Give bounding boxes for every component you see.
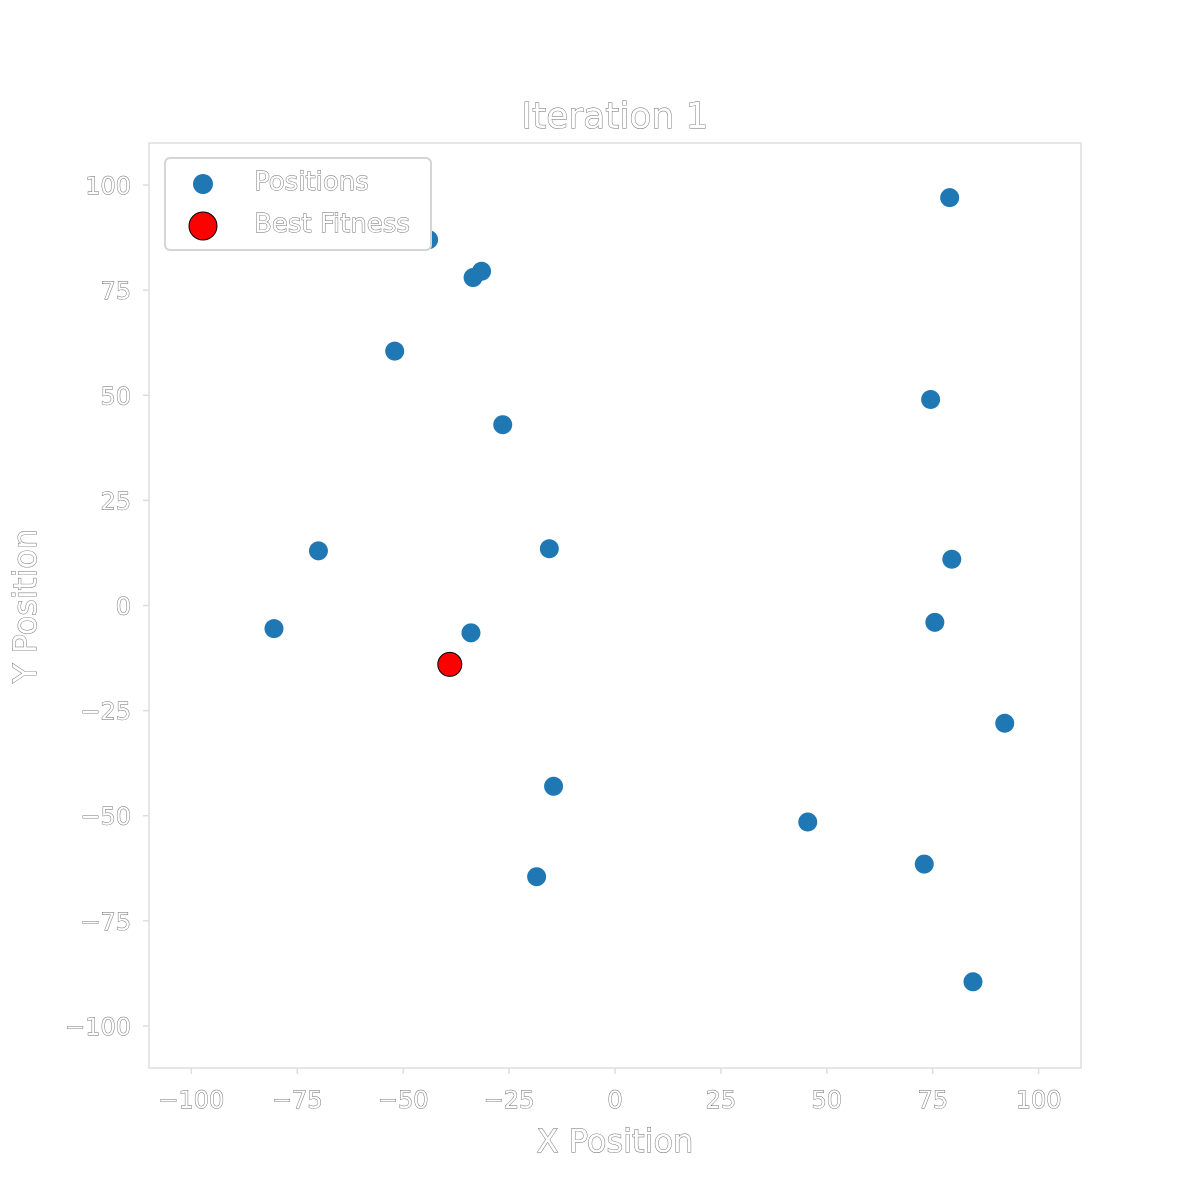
position-point xyxy=(995,713,1015,733)
position-point xyxy=(461,623,481,643)
position-point xyxy=(539,539,559,559)
x-tick-label: −25 xyxy=(484,1086,535,1114)
position-point xyxy=(921,389,941,409)
legend-label-best-fitness: Best Fitness xyxy=(254,209,410,239)
plot-area xyxy=(148,142,1082,1069)
x-tick-label: −50 xyxy=(378,1086,429,1114)
chart-title: Iteration 1 xyxy=(521,96,708,137)
position-point xyxy=(463,268,483,288)
y-tick-label: −50 xyxy=(80,803,131,831)
x-axis-label: X Position xyxy=(537,1122,694,1160)
x-tick-label: 25 xyxy=(706,1086,737,1114)
x-tick-label: −100 xyxy=(158,1086,224,1114)
position-point xyxy=(308,541,328,561)
y-tick-label: 75 xyxy=(100,277,131,305)
axis-ticks: −100 −75 −50 −25 0 25 50 75 100 100 75 50 25 0 −25 −50 −… xyxy=(65,172,1062,1115)
y-axis-label: Y Position xyxy=(6,529,44,684)
y-tick-label: −100 xyxy=(65,1013,131,1041)
position-point xyxy=(963,972,983,992)
y-tick-label: 25 xyxy=(100,487,131,515)
y-tick-label: −75 xyxy=(80,908,131,936)
y-tick-label: −25 xyxy=(80,698,131,726)
position-point xyxy=(385,341,405,361)
y-tick-label: 100 xyxy=(85,172,131,200)
y-tick-label: 0 xyxy=(116,593,131,621)
legend-label-positions: Positions xyxy=(254,167,369,197)
best-fitness-point xyxy=(437,651,463,677)
position-point xyxy=(264,619,284,639)
position-point xyxy=(925,612,945,632)
legend-marker-positions xyxy=(193,174,213,194)
position-point xyxy=(798,812,818,832)
x-tick-label: 100 xyxy=(1016,1086,1062,1114)
legend: Positions Best Fitness xyxy=(164,157,432,251)
x-tick-label: 0 xyxy=(607,1086,622,1114)
x-tick-label: 50 xyxy=(812,1086,843,1114)
position-point xyxy=(544,776,564,796)
data-points xyxy=(264,188,1015,992)
legend-marker-best-fitness xyxy=(188,211,218,241)
legend-box xyxy=(164,157,432,251)
x-tick-label: 75 xyxy=(917,1086,948,1114)
position-point xyxy=(914,854,934,874)
y-tick-label: 50 xyxy=(100,382,131,410)
position-point xyxy=(527,867,547,887)
position-point xyxy=(493,415,513,435)
position-point xyxy=(940,188,960,208)
position-point xyxy=(942,549,962,569)
x-tick-label: −75 xyxy=(272,1086,323,1114)
